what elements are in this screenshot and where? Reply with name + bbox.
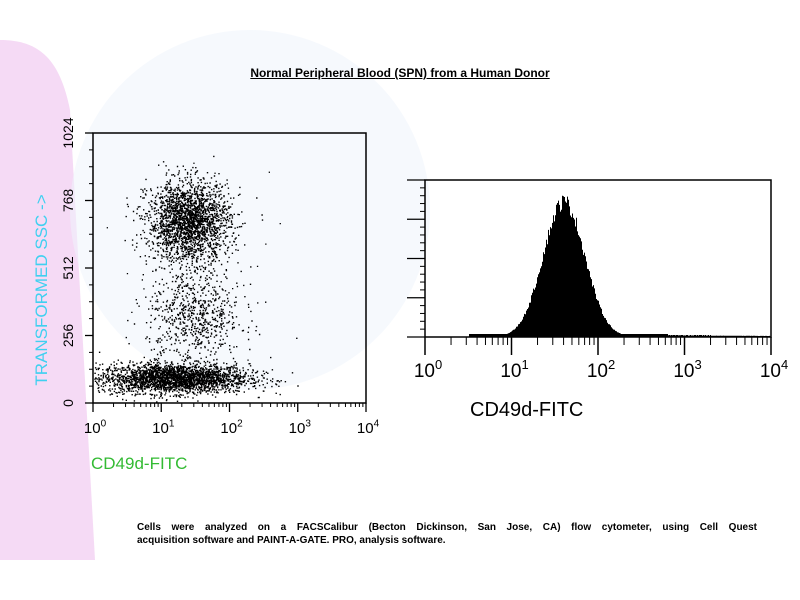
caption-line-2: acquisition software and PAINT-A-GATE. P… <box>137 535 446 546</box>
histogram-bar <box>469 195 770 337</box>
scatter-x-axis: 100 101 102 103 104 <box>84 403 380 437</box>
figure-caption: Cells were analyzed on a FACSCalibur (Be… <box>137 521 757 547</box>
histogram-y-axis <box>407 179 425 338</box>
histogram-x-tick-label: 100 <box>414 357 442 382</box>
background-circle <box>70 30 430 390</box>
scatter-x-tick-label: 100 <box>84 419 107 437</box>
background-swoosh <box>0 40 95 560</box>
scatter-x-tick-label: 104 <box>357 419 380 437</box>
scatter-y-tick-label: 768 <box>60 189 76 213</box>
scatter-x-tick-label: 102 <box>220 419 243 437</box>
histogram-x-tick-label: 103 <box>673 357 701 382</box>
histogram-x-tick-label: 102 <box>587 357 615 382</box>
scatter-x-label: CD49d-FITC <box>91 454 187 473</box>
histogram-x-tick-label: 101 <box>500 357 528 382</box>
scatter-y-tick-label: 256 <box>60 324 76 348</box>
scatter-point <box>94 155 299 403</box>
histogram-bars <box>469 195 770 337</box>
scatter-y-label: TRANSFORMED SSC -> <box>32 194 51 385</box>
scatter-y-axis: 0 256 512 768 1024 <box>60 117 93 407</box>
scatter-points <box>94 155 299 403</box>
histogram-x-axis: 100 101 102 103 104 <box>414 337 788 382</box>
scatter-y-tick-label: 1024 <box>60 117 76 148</box>
scatter-x-tick-label: 101 <box>152 419 175 437</box>
caption-line-1: Cells were analyzed on a FACSCalibur (Be… <box>137 522 757 533</box>
histogram-x-tick-label: 104 <box>760 357 788 382</box>
scatter-y-tick-label: 0 <box>60 399 76 407</box>
scatter-y-tick-label: 512 <box>60 256 76 280</box>
scatter-x-tick-label: 103 <box>289 419 312 437</box>
page-title: Normal Peripheral Blood (SPN) from a Hum… <box>250 66 550 80</box>
histogram-x-label: CD49d-FITC <box>470 399 583 421</box>
